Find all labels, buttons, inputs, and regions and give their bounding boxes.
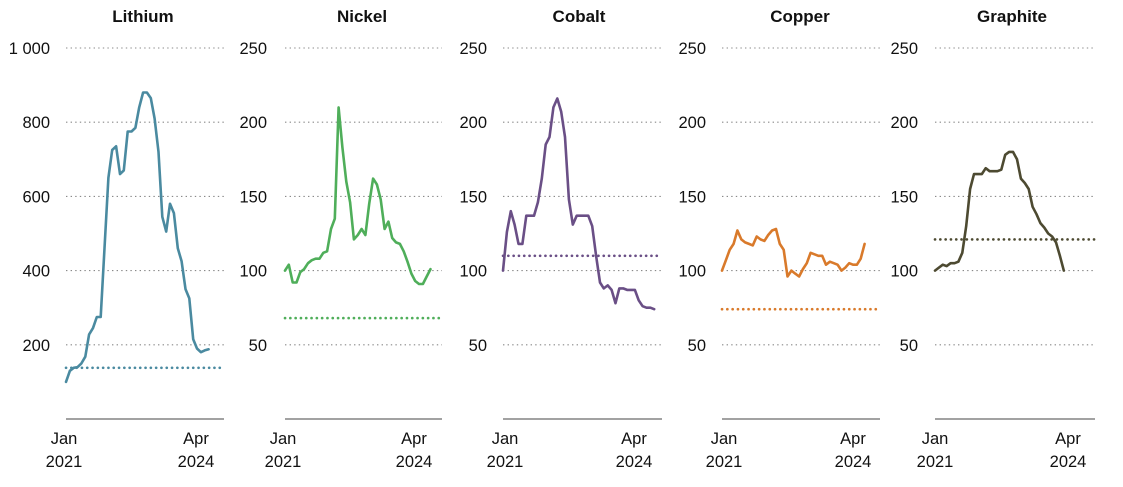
nickel-chart-title: Nickel	[337, 7, 387, 26]
graphite-y-tick-label: 200	[890, 114, 918, 132]
lithium-x-tick-label: Jan	[51, 430, 78, 448]
copper-y-tick-label: 150	[678, 188, 706, 206]
lithium-x-tick-label: 2021	[46, 453, 83, 471]
copper-y-tick-label: 50	[688, 337, 706, 355]
cobalt-y-tick-label: 250	[459, 40, 487, 58]
graphite-y-tick-label: 150	[890, 188, 918, 206]
lithium-y-tick-label: 400	[22, 263, 50, 281]
cobalt-y-tick-label: 50	[469, 337, 487, 355]
lithium-price-line	[64, 91, 210, 384]
lithium-y-tick-label: 800	[22, 114, 50, 132]
lithium-x-tick-label: 2024	[178, 453, 215, 471]
copper-y-tick-label: 200	[678, 114, 706, 132]
nickel-y-tick-label: 250	[239, 40, 267, 58]
cobalt-x-tick-label: Apr	[621, 430, 647, 448]
nickel-x-tick-label: Apr	[401, 430, 427, 448]
nickel-x-tick-label: Jan	[270, 430, 297, 448]
copper-x-tick-label: Jan	[711, 430, 738, 448]
graphite-x-tick-label: 2024	[1050, 453, 1087, 471]
cobalt-price-line	[501, 97, 656, 311]
graphite-y-tick-label: 100	[890, 263, 918, 281]
graphite-x-tick-label: Jan	[922, 430, 949, 448]
nickel-y-tick-label: 200	[239, 114, 267, 132]
cobalt-x-tick-label: Jan	[492, 430, 519, 448]
graphite-y-tick-label: 50	[900, 337, 918, 355]
nickel-y-tick-label: 100	[239, 263, 267, 281]
cobalt-y-tick-label: 100	[459, 263, 487, 281]
graphite-y-tick-label: 250	[890, 40, 918, 58]
graphite-x-tick-label: Apr	[1055, 430, 1081, 448]
copper-price-line	[720, 227, 866, 278]
graphite-x-tick-label: 2021	[917, 453, 954, 471]
lithium-y-tick-label: 1 000	[9, 40, 50, 58]
copper-x-tick-label: 2021	[706, 453, 743, 471]
copper-x-tick-label: 2024	[835, 453, 872, 471]
nickel-y-tick-label: 50	[249, 337, 267, 355]
cobalt-y-tick-label: 200	[459, 114, 487, 132]
lithium-x-tick-label: Apr	[183, 430, 209, 448]
nickel-x-tick-label: 2021	[265, 453, 302, 471]
nickel-price-line	[283, 106, 432, 286]
cobalt-chart-title: Cobalt	[553, 7, 606, 26]
cobalt-y-tick-label: 150	[459, 188, 487, 206]
cobalt-x-tick-label: 2024	[616, 453, 653, 471]
lithium-y-tick-label: 200	[22, 337, 50, 355]
graphite-price-line	[933, 150, 1066, 272]
nickel-y-tick-label: 150	[239, 188, 267, 206]
copper-y-tick-label: 100	[678, 263, 706, 281]
graphite-chart-title: Graphite	[977, 7, 1047, 26]
nickel-x-tick-label: 2024	[396, 453, 433, 471]
copper-chart-title: Copper	[770, 7, 830, 26]
copper-y-tick-label: 250	[678, 40, 706, 58]
lithium-chart-title: Lithium	[112, 7, 173, 26]
lithium-y-tick-label: 600	[22, 188, 50, 206]
copper-x-tick-label: Apr	[840, 430, 866, 448]
cobalt-x-tick-label: 2021	[487, 453, 524, 471]
